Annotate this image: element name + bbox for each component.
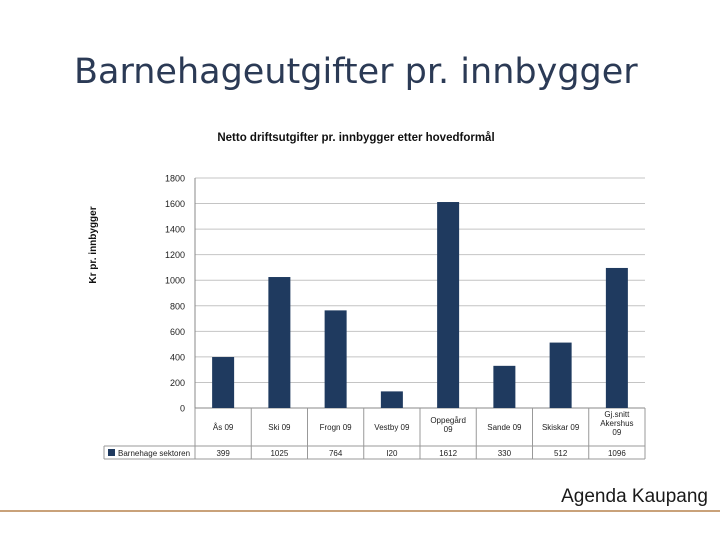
data-label: 1612 <box>439 449 457 458</box>
x-tick-label: Frogn 09 <box>320 423 353 432</box>
bar <box>268 277 291 408</box>
data-label: 330 <box>498 449 512 458</box>
footer-divider <box>0 510 720 512</box>
y-tick-label: 1400 <box>165 225 185 235</box>
y-tick-label: 200 <box>170 378 185 388</box>
y-axis-label: Kr pr. innbygger <box>88 206 99 283</box>
y-tick-label: 1600 <box>165 199 185 209</box>
bar <box>493 365 516 408</box>
bar <box>605 267 628 408</box>
x-tick-label: Gj.snitt Akershus 09 <box>600 410 633 437</box>
legend-label: Barnehage sektoren <box>118 449 190 458</box>
data-label: 1025 <box>270 449 288 458</box>
data-label: 764 <box>329 449 343 458</box>
bar <box>212 357 235 408</box>
y-tick-label: 400 <box>170 352 185 362</box>
y-tick-label: 1200 <box>165 250 185 260</box>
bar <box>437 202 460 408</box>
x-tick-label: Ski 09 <box>268 423 291 432</box>
y-tick-label: 0 <box>180 404 185 414</box>
x-tick-label: Skiskar 09 <box>542 423 580 432</box>
data-label: 1096 <box>608 449 626 458</box>
y-tick-label: 600 <box>170 327 185 337</box>
x-tick-label: Ås 09 <box>213 423 234 432</box>
footer-brand: Agenda Kaupang <box>561 486 708 507</box>
bar <box>549 342 572 408</box>
bar-chart: Netto driftsutgifter pr. innbygger etter… <box>88 132 646 460</box>
x-tick-label: Vestby 09 <box>374 423 410 432</box>
data-label: 512 <box>554 449 568 458</box>
slide-title: Barnehageutgifter pr. innbygger <box>74 52 638 92</box>
data-label: I20 <box>386 449 398 458</box>
bar <box>324 310 347 408</box>
x-tick-label: Oppegård 09 <box>430 416 466 434</box>
y-tick-label: 1800 <box>165 174 185 184</box>
chart-title: Netto driftsutgifter pr. innbygger etter… <box>217 132 494 144</box>
y-tick-label: 1000 <box>165 276 185 286</box>
legend-swatch <box>108 449 115 456</box>
data-label: 399 <box>216 449 230 458</box>
x-tick-label: Sande 09 <box>487 423 522 432</box>
y-tick-label: 800 <box>170 301 185 311</box>
bar <box>380 391 403 408</box>
